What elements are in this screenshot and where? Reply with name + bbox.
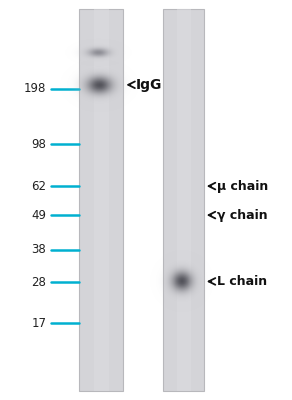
Text: 17: 17 <box>31 317 46 330</box>
Text: 198: 198 <box>24 82 46 95</box>
Bar <box>79 9 123 391</box>
Text: L chain: L chain <box>209 275 267 288</box>
Bar <box>163 9 204 391</box>
Text: 49: 49 <box>31 208 46 222</box>
Text: μ chain: μ chain <box>209 180 268 192</box>
Bar <box>176 9 191 391</box>
Text: IgG: IgG <box>128 78 162 92</box>
Text: γ chain: γ chain <box>209 208 267 222</box>
Text: 28: 28 <box>31 276 46 289</box>
Text: 98: 98 <box>31 138 46 151</box>
Bar <box>93 9 109 391</box>
Text: 38: 38 <box>32 243 46 256</box>
Text: 62: 62 <box>31 180 46 192</box>
